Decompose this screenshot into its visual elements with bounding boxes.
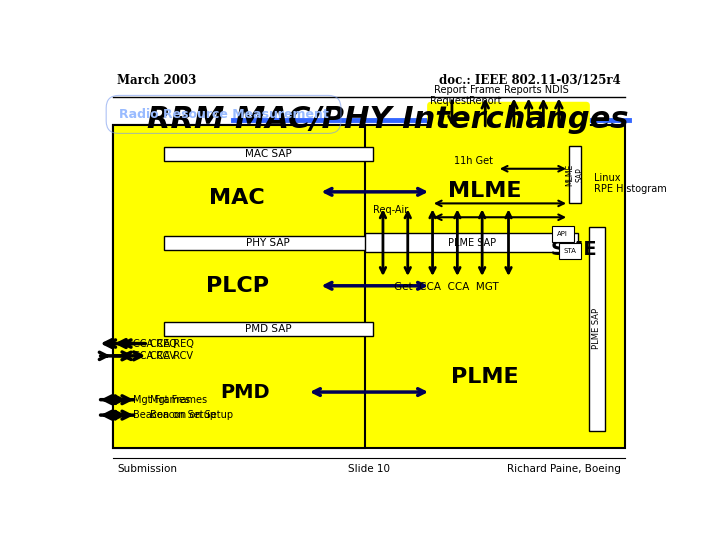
Bar [589, 226, 605, 430]
Text: Req-Air: Req-Air [373, 205, 408, 215]
Text: PMD SAP: PMD SAP [245, 324, 292, 334]
Text: Reports NDIS: Reports NDIS [504, 85, 569, 95]
Text: SME: SME [551, 240, 598, 259]
Bar [163, 322, 373, 336]
Text: CCA REQ: CCA REQ [150, 339, 194, 348]
Bar [365, 233, 578, 252]
Text: STA: STA [563, 248, 576, 254]
Bar [163, 236, 373, 249]
Text: Mgt Frames: Mgt Frames [150, 395, 207, 405]
Bar [113, 125, 365, 448]
Text: MLME: MLME [449, 181, 522, 201]
Text: Submission: Submission [117, 464, 177, 474]
Text: PLME SAP: PLME SAP [593, 308, 601, 349]
Text: API: API [557, 231, 568, 237]
Text: Beacon on Setup: Beacon on Setup [132, 410, 216, 420]
Text: CCA RCV: CCA RCV [150, 351, 194, 361]
Text: Radio Resource Measurement: Radio Resource Measurement [119, 108, 328, 121]
Text: doc.: IEEE 802.11-03/125r4: doc.: IEEE 802.11-03/125r4 [439, 73, 621, 87]
Text: RRM MAC/PHY Interchanges: RRM MAC/PHY Interchanges [147, 105, 629, 134]
Text: PHY SAP: PHY SAP [246, 238, 290, 248]
Bar [163, 147, 373, 161]
Text: Mgt Frames: Mgt Frames [132, 395, 190, 405]
Text: Linux
RPE Histogram: Linux RPE Histogram [594, 173, 667, 194]
FancyBboxPatch shape [427, 102, 590, 132]
Text: PLME: PLME [451, 367, 519, 387]
Text: PMD: PMD [220, 382, 270, 402]
Bar [113, 125, 625, 448]
Text: MAC: MAC [210, 188, 265, 208]
Text: Beacon on Setup: Beacon on Setup [150, 410, 233, 420]
Bar [552, 226, 574, 242]
Text: PLME SAP: PLME SAP [448, 238, 496, 248]
Text: MLME
SAP: MLME SAP [565, 164, 585, 186]
Text: CCA RCV: CCA RCV [132, 351, 176, 361]
Bar [559, 244, 580, 259]
Text: March 2003: March 2003 [117, 73, 197, 87]
Text: Get  CCA  CCA  MGT: Get CCA CCA MGT [394, 281, 499, 292]
Text: Frame
Report: Frame Report [469, 85, 502, 106]
Text: 11h Get: 11h Get [454, 157, 493, 166]
Text: Report
Request: Report Request [431, 85, 470, 106]
Text: MAC SAP: MAC SAP [245, 149, 292, 159]
Bar [569, 146, 580, 204]
Text: CCA REQ: CCA REQ [132, 339, 176, 348]
Text: PLCP: PLCP [206, 276, 269, 296]
Text: Slide 10: Slide 10 [348, 464, 390, 474]
Text: Richard Paine, Boeing: Richard Paine, Boeing [507, 464, 621, 474]
